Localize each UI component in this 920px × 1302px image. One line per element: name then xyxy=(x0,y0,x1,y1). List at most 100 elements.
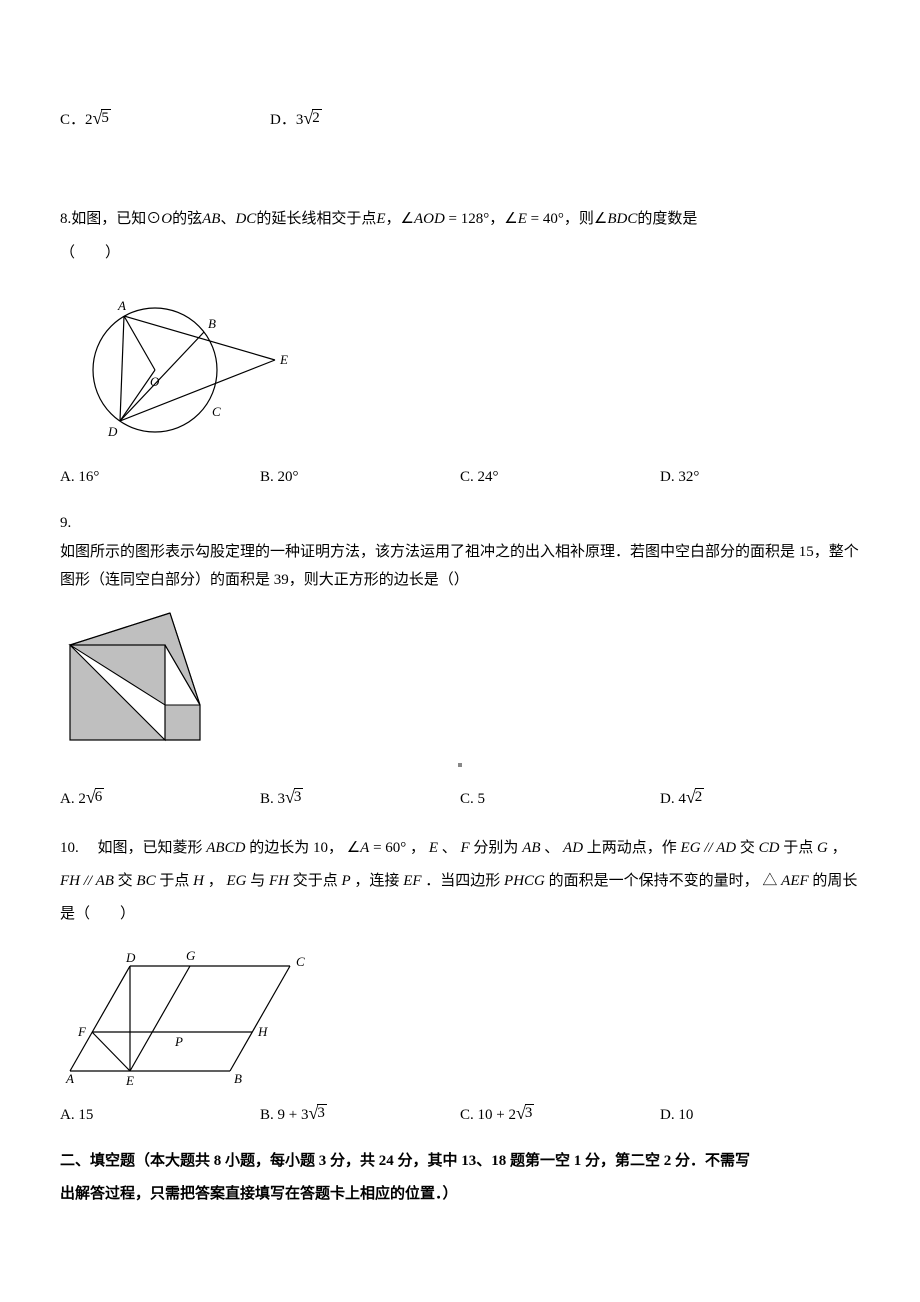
sqrt: √3 xyxy=(516,1104,534,1122)
txt: 交 xyxy=(118,873,137,889)
txt: ．当四边形 xyxy=(425,873,504,889)
sqrt: √5 xyxy=(93,109,111,127)
coef: 2 xyxy=(78,785,86,814)
var: E xyxy=(429,840,438,856)
var: ABCD xyxy=(206,840,245,856)
coef: 4 xyxy=(678,785,686,814)
q10-opt-d: D. 10 xyxy=(660,1101,860,1130)
par: // xyxy=(704,840,716,856)
txt: ， xyxy=(386,205,401,234)
var-e: E xyxy=(376,205,385,234)
txt: ， xyxy=(208,873,223,889)
var: AD xyxy=(563,840,583,856)
angle-e: ∠E = 40° xyxy=(504,205,564,234)
txt: 、 xyxy=(442,840,457,856)
q9-options: A. 2 √6 B. 3 √3 C. 5 D. 4 √2 xyxy=(60,785,860,814)
par: // xyxy=(84,873,96,889)
opt-text: A. 15 xyxy=(60,1101,93,1130)
var-ab: AB xyxy=(202,205,220,234)
pre: 9 + 3 xyxy=(278,1101,309,1130)
pre: 10 + 2 xyxy=(478,1101,516,1130)
var: F xyxy=(461,840,470,856)
sqrt: √3 xyxy=(285,788,303,806)
q10-stem: 10. 如图，已知菱形 ABCD 的边长为 10， ∠A = 60° ， E 、… xyxy=(60,832,860,931)
angle-a: ∠A = 60° xyxy=(347,840,407,856)
var: PHCG xyxy=(504,873,545,889)
var: AB xyxy=(522,840,540,856)
var: FH xyxy=(269,873,289,889)
opt-label: B. xyxy=(260,1101,274,1130)
q9-opt-a: A. 2 √6 xyxy=(60,785,260,814)
var-o: O xyxy=(161,205,172,234)
q10-opt-a: A. 15 xyxy=(60,1101,260,1130)
txt: 如图所示的图形表示勾股定理的一种证明方法，该方法运用了祖冲之的出入相补原理．若图… xyxy=(60,538,860,595)
blank-paren: （ ） xyxy=(60,239,120,268)
txt: ， xyxy=(564,205,579,234)
q8-opt-d: D. 32° xyxy=(660,463,860,492)
coef: 3 xyxy=(278,785,286,814)
coef: 2 xyxy=(85,106,93,135)
txt: 分别为 xyxy=(473,840,522,856)
q10-opt-b: B. 9 + 3 √3 xyxy=(260,1101,460,1130)
sqrt: √2 xyxy=(686,788,704,806)
opt-text: A. 16° xyxy=(60,463,99,492)
q10-options: A. 15 B. 9 + 3 √3 C. 10 + 2 √3 D. 10 xyxy=(60,1101,860,1130)
svg-text:D: D xyxy=(125,950,136,965)
var: EG xyxy=(681,840,701,856)
txt: ， xyxy=(489,205,504,234)
q8-figure: ABCDEO xyxy=(60,278,860,453)
q7-opt-d: D． 3 √2 xyxy=(270,106,480,135)
angle-aod: ∠AOD = 128° xyxy=(401,205,490,234)
txt: 则 xyxy=(579,205,594,234)
svg-text:H: H xyxy=(257,1024,268,1039)
svg-text:A: A xyxy=(117,298,126,313)
q8-options: A. 16° B. 20° C. 24° D. 32° xyxy=(60,463,860,492)
svg-text:B: B xyxy=(208,316,216,331)
txt: ，连接 xyxy=(354,873,403,889)
sqrt: √2 xyxy=(303,109,321,127)
var: CD xyxy=(759,840,780,856)
svg-text:D: D xyxy=(107,424,118,439)
angle-bdc: ∠BDC xyxy=(594,205,637,234)
svg-text:P: P xyxy=(174,1034,183,1049)
var: G xyxy=(817,840,828,856)
section-2-header: 二、填空题（本大题共 8 小题，每小题 3 分，共 24 分，其中 13、18 … xyxy=(60,1145,860,1211)
sqrt: √6 xyxy=(86,788,104,806)
opt-label: C. xyxy=(460,1101,474,1130)
txt: 与 xyxy=(250,873,269,889)
txt: ， xyxy=(832,840,847,856)
svg-text:A: A xyxy=(65,1071,74,1086)
svg-text:F: F xyxy=(77,1024,87,1039)
txt: 交于点 xyxy=(293,873,342,889)
svg-text:E: E xyxy=(125,1073,134,1088)
q10: 10. 如图，已知菱形 ABCD 的边长为 10， ∠A = 60° ， E 、… xyxy=(60,832,860,1130)
txt: ， xyxy=(410,840,425,856)
svg-text:C: C xyxy=(212,404,221,419)
sqrt: √3 xyxy=(308,1104,326,1122)
q8-opt-b: B. 20° xyxy=(260,463,460,492)
svg-text:E: E xyxy=(279,352,288,367)
q8: 8. 如图，已知⊙ O 的弦 AB 、 DC 的延长线相交于点 E ， ∠AOD… xyxy=(60,205,860,492)
txt: 如图，已知⊙ xyxy=(71,205,161,234)
txt: 、 xyxy=(544,840,559,856)
section-line1: 二、填空题（本大题共 8 小题，每小题 3 分，共 24 分，其中 13、18 … xyxy=(60,1145,860,1178)
opt-text: D. 10 xyxy=(660,1101,693,1130)
opt-label: D． xyxy=(270,106,296,135)
opt-label: B. xyxy=(260,785,274,814)
center-dot-icon xyxy=(458,763,462,767)
q7-options-cd: C． 2 √5 D． 3 √2 xyxy=(60,106,860,135)
var: AD xyxy=(716,840,736,856)
q9: 9. 如图所示的图形表示勾股定理的一种证明方法，该方法运用了祖冲之的出入相补原理… xyxy=(60,509,860,814)
q9-stem: 9. 如图所示的图形表示勾股定理的一种证明方法，该方法运用了祖冲之的出入相补原理… xyxy=(60,509,860,595)
opt-text: C. 5 xyxy=(460,785,485,814)
q-num: 9. xyxy=(60,509,71,538)
q8-paren: （ ） xyxy=(60,239,860,268)
q9-figure xyxy=(60,605,860,745)
var: EG xyxy=(226,873,246,889)
txt: 于点 xyxy=(783,840,817,856)
q10-figure: ABCDEFGHP xyxy=(60,941,860,1091)
var: AEF xyxy=(781,873,809,889)
q9-opt-b: B. 3 √3 xyxy=(260,785,460,814)
txt: 的延长线相交于点 xyxy=(256,205,376,234)
txt: 上两动点，作 xyxy=(587,840,677,856)
